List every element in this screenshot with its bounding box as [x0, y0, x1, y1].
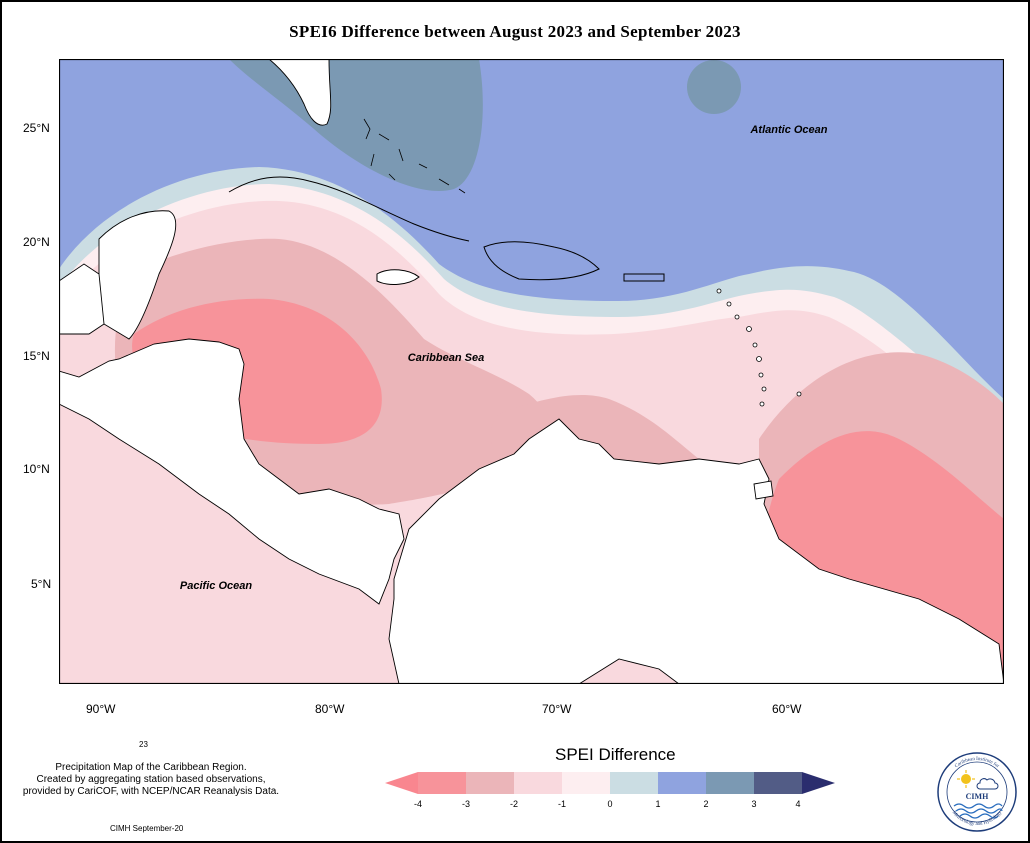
lon-tick-70: 70°W — [542, 702, 572, 716]
map-title: SPEI6 Difference between August 2023 and… — [289, 22, 741, 41]
lat-tick-5: 5°N — [31, 577, 52, 591]
land-florida — [268, 59, 332, 126]
legend-swatch — [466, 772, 514, 794]
legend-tick: 1 — [655, 799, 661, 809]
legend-swatch — [754, 772, 802, 794]
legend-swatch — [610, 772, 658, 794]
note-line-3: provided by CariCOF, with NCEP/NCAR Rean… — [22, 786, 280, 797]
data-source-notes: Precipitation Map of the Caribbean Regio… — [10, 762, 292, 798]
lat-tick-15: 15°N — [23, 349, 50, 363]
lesser-antilles — [716, 288, 802, 407]
footer-credit: CIMH September-20 — [110, 824, 184, 833]
legend-tick: -4 — [413, 799, 422, 809]
island-puerto-rico — [623, 273, 665, 282]
note-line-2: Created by aggregating station based obs… — [36, 774, 266, 785]
lat-tick-10: 10°N — [23, 462, 50, 476]
lon-tick-60: 60°W — [772, 702, 802, 716]
lon-tick-90: 90°W — [86, 702, 116, 716]
legend-over-arrow — [802, 772, 835, 794]
cloud-icon — [976, 778, 999, 790]
land-south-america — [388, 418, 1004, 684]
legend-tick: -1 — [557, 799, 566, 809]
pacific-ocean-label: Pacific Ocean — [180, 580, 252, 592]
legend-title: SPEI Difference — [555, 745, 676, 764]
legend-tick: 2 — [703, 799, 709, 809]
legend-tick: -2 — [509, 799, 518, 809]
legend-colorbar — [385, 772, 835, 794]
island-cuba — [228, 176, 470, 242]
legend-swatch — [658, 772, 706, 794]
sun-icon — [957, 770, 975, 788]
legend-swatch — [562, 772, 610, 794]
legend-swatch — [514, 772, 562, 794]
waves-icon — [953, 803, 1003, 819]
bahamas-islands — [363, 118, 466, 194]
legend-swatch — [706, 772, 754, 794]
spei-contour-dark-blue-atlantic — [687, 60, 741, 114]
spei-contour-dark-blue-bahamas — [229, 59, 483, 191]
legend-tick: 0 — [607, 799, 613, 809]
legend-tick: 3 — [751, 799, 757, 809]
caribbean-sea-label: Caribbean Sea — [408, 352, 484, 364]
island-hispaniola — [483, 241, 600, 281]
legend-tick: -3 — [461, 799, 470, 809]
land-yucatan — [98, 210, 177, 340]
island-trinidad — [753, 480, 774, 500]
map-border — [59, 59, 1004, 684]
lat-tick-25: 25°N — [23, 121, 50, 135]
note-line-1: Precipitation Map of the Caribbean Regio… — [55, 762, 247, 773]
cimh-logo: CIMH Caribbean Institute for Meteorology… — [937, 752, 1017, 832]
legend-under-arrow — [385, 772, 418, 794]
land-mexico-west — [59, 263, 105, 335]
logo-text: CIMH — [966, 792, 989, 801]
lon-tick-80: 80°W — [315, 702, 345, 716]
lat-tick-20: 20°N — [23, 235, 50, 249]
land-central-america — [59, 338, 405, 605]
legend-swatch — [418, 772, 466, 794]
atlantic-ocean-label: Atlantic Ocean — [749, 124, 827, 136]
legend-tick: 4 — [795, 799, 801, 809]
island-jamaica — [376, 269, 420, 285]
note-index: 23 — [139, 740, 148, 749]
spei-difference-map: Atlantic Ocean Caribbean Sea Pacific Oce… — [59, 59, 1004, 684]
